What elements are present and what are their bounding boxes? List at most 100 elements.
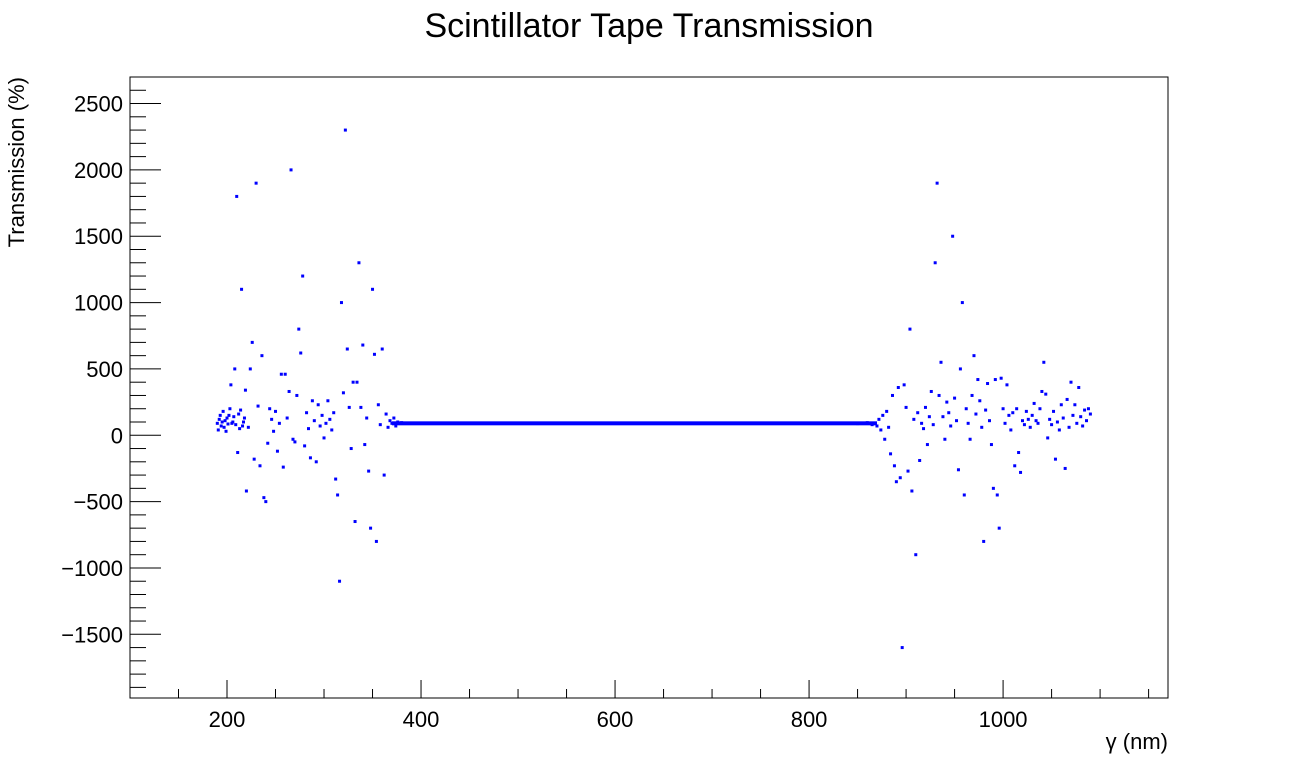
data-point	[324, 421, 328, 425]
data-point	[215, 421, 219, 425]
data-point	[875, 424, 879, 428]
data-point	[877, 417, 881, 421]
data-point	[378, 423, 382, 427]
data-point	[1036, 421, 1040, 425]
data-point	[1011, 411, 1015, 415]
data-point	[951, 234, 955, 238]
data-point	[228, 407, 232, 411]
data-point	[978, 399, 982, 403]
data-point	[1007, 413, 1011, 417]
data-point	[238, 427, 242, 431]
chart-title: Scintillator Tape Transmission	[424, 7, 873, 45]
data-point	[929, 389, 933, 393]
data-point	[1038, 407, 1042, 411]
data-point	[262, 496, 266, 500]
data-point	[349, 447, 353, 451]
data-point	[896, 386, 900, 389]
data-point	[931, 423, 935, 427]
data-point	[892, 464, 896, 468]
data-point	[955, 419, 959, 423]
data-point	[217, 417, 221, 421]
data-point	[216, 428, 220, 432]
data-point	[1040, 389, 1044, 393]
data-point	[363, 443, 367, 447]
data-point	[295, 393, 299, 397]
data-point	[343, 128, 347, 132]
data-point	[275, 449, 279, 453]
data-point	[1083, 408, 1087, 412]
y-tick-label: −1500	[61, 622, 123, 647]
data-point	[894, 480, 898, 484]
data-point	[380, 347, 384, 351]
data-point	[242, 420, 246, 424]
data-point	[980, 425, 984, 429]
data-point	[272, 429, 276, 433]
data-point	[256, 404, 260, 408]
data-point	[960, 301, 964, 305]
data-point	[299, 351, 303, 355]
data-point	[239, 408, 243, 412]
data-point	[912, 417, 916, 421]
data-point	[367, 469, 371, 473]
y-tick-label: 2000	[74, 158, 123, 183]
data-point	[355, 380, 359, 384]
data-point	[1009, 428, 1013, 432]
y-tick-label: 0	[111, 423, 123, 448]
x-axis-label: γ (nm)	[1106, 729, 1168, 754]
data-point	[388, 419, 392, 423]
data-point	[1003, 421, 1007, 425]
data-point	[1067, 425, 1071, 429]
data-point	[1022, 423, 1026, 427]
data-point	[359, 405, 363, 409]
data-point	[244, 489, 248, 493]
data-point	[889, 452, 893, 456]
data-point	[266, 441, 270, 445]
data-point	[268, 407, 272, 411]
y-tick-label: 2500	[74, 92, 123, 117]
x-tick-label: 1000	[979, 707, 1028, 732]
data-point	[277, 421, 281, 425]
data-point	[374, 539, 378, 543]
data-point	[235, 194, 239, 198]
data-point	[922, 427, 926, 431]
data-point	[225, 416, 229, 420]
data-point	[336, 493, 340, 497]
data-point	[995, 493, 999, 497]
data-point	[1034, 419, 1038, 423]
data-point	[887, 425, 891, 429]
data-point	[231, 420, 235, 424]
data-point	[372, 352, 376, 356]
data-point	[1042, 360, 1046, 364]
data-point	[332, 411, 336, 415]
data-point	[310, 399, 314, 403]
data-point	[1081, 424, 1085, 428]
y-tick-label: 1000	[74, 291, 123, 316]
data-point	[330, 428, 334, 432]
data-point	[1088, 412, 1092, 416]
data-point	[297, 327, 301, 331]
data-point	[270, 417, 274, 421]
data-point	[281, 465, 285, 469]
data-point	[287, 389, 291, 393]
data-point	[301, 274, 305, 278]
data-point	[966, 421, 970, 425]
data-point	[993, 378, 997, 382]
data-point	[953, 396, 957, 400]
data-point	[386, 425, 390, 429]
data-point	[937, 393, 941, 397]
data-point	[1015, 407, 1019, 411]
data-point	[392, 416, 396, 420]
data-point	[970, 393, 974, 397]
data-point	[361, 343, 365, 347]
data-point	[976, 378, 980, 382]
data-point	[1086, 407, 1090, 411]
data-point	[925, 443, 929, 447]
data-point	[1055, 420, 1059, 424]
data-point	[968, 437, 972, 441]
data-point	[902, 383, 906, 387]
data-point	[303, 444, 307, 448]
x-tick-label: 200	[209, 707, 246, 732]
data-point	[384, 412, 388, 416]
data-point	[1052, 409, 1056, 413]
data-point	[338, 579, 342, 583]
